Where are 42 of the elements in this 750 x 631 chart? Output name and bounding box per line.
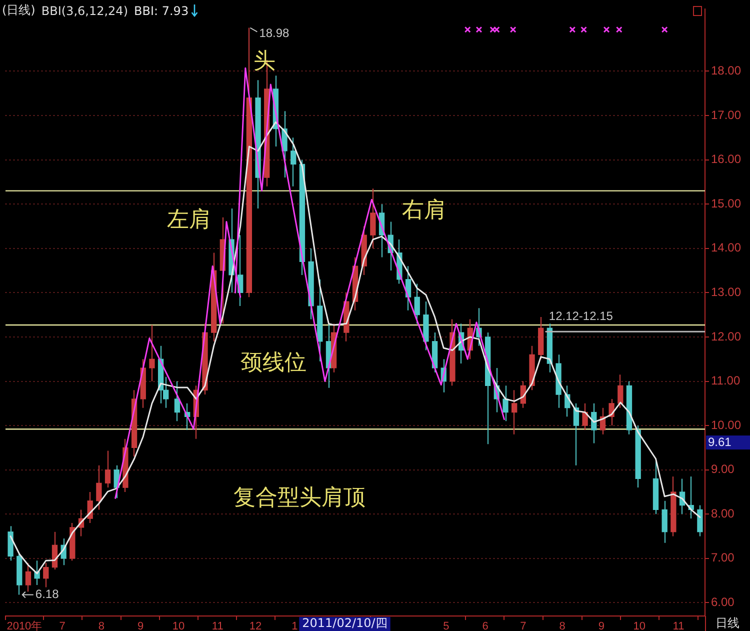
- y-tick-label: 15.00: [711, 196, 742, 210]
- x-tick-label: 10: [633, 620, 646, 631]
- y-tick-label: 16.00: [711, 152, 742, 166]
- x-tick-label: 7: [59, 620, 66, 631]
- x-tick-label: 6: [482, 620, 488, 631]
- x-tick-label: 1: [292, 620, 298, 631]
- y-tick-label: 7.00: [711, 550, 735, 565]
- x-tick-label: 11: [212, 620, 224, 631]
- annotation: 12.12-12.15: [548, 308, 614, 323]
- x-tick-label: 5: [443, 620, 450, 631]
- x-tick-label: 12: [249, 620, 262, 631]
- annotation: 头: [253, 49, 276, 74]
- chart-title: (日线): [2, 2, 36, 19]
- x-tick-label: 8: [559, 620, 566, 631]
- text: 9.61: [708, 434, 732, 449]
- x-tick-label: 11: [672, 620, 684, 631]
- y-tick-label: 8.00: [711, 506, 735, 520]
- y-tick-label: 10.00: [711, 418, 742, 432]
- y-tick-label: 17.00: [711, 108, 742, 122]
- annotation: 18.98: [259, 26, 290, 40]
- x-tick-label: 8: [98, 620, 105, 631]
- y-tick-label: 14.00: [711, 240, 742, 255]
- x-tick-label: 9: [598, 620, 605, 631]
- text: 日线: [716, 616, 740, 630]
- y-tick-label: 12.00: [711, 329, 742, 344]
- y-tick-label: 18.00: [711, 64, 742, 78]
- x-tick-label: 2010年: [6, 620, 42, 631]
- y-tick-label: 6.00: [711, 595, 735, 610]
- y-tick-label: 13.00: [711, 284, 742, 299]
- x-tick-label: 7: [520, 620, 526, 631]
- y-tick-label: 11.00: [711, 374, 740, 388]
- annotation: 颈线位: [240, 350, 306, 376]
- chart-subtitle: BBI(3,6,12,24): [41, 4, 128, 18]
- text: 2011/02/10/四: [302, 616, 388, 630]
- x-tick-label: 9: [138, 620, 144, 631]
- x-tick-label: 10: [172, 620, 185, 631]
- y-tick-label: 9.00: [711, 462, 735, 476]
- text: BBI: 7.93: [134, 4, 189, 18]
- annotation: 复合型头肩顶: [233, 486, 366, 511]
- annotation: 6.18: [35, 587, 60, 602]
- annotation: 右肩: [402, 198, 446, 223]
- annotation: 左肩: [166, 208, 211, 233]
